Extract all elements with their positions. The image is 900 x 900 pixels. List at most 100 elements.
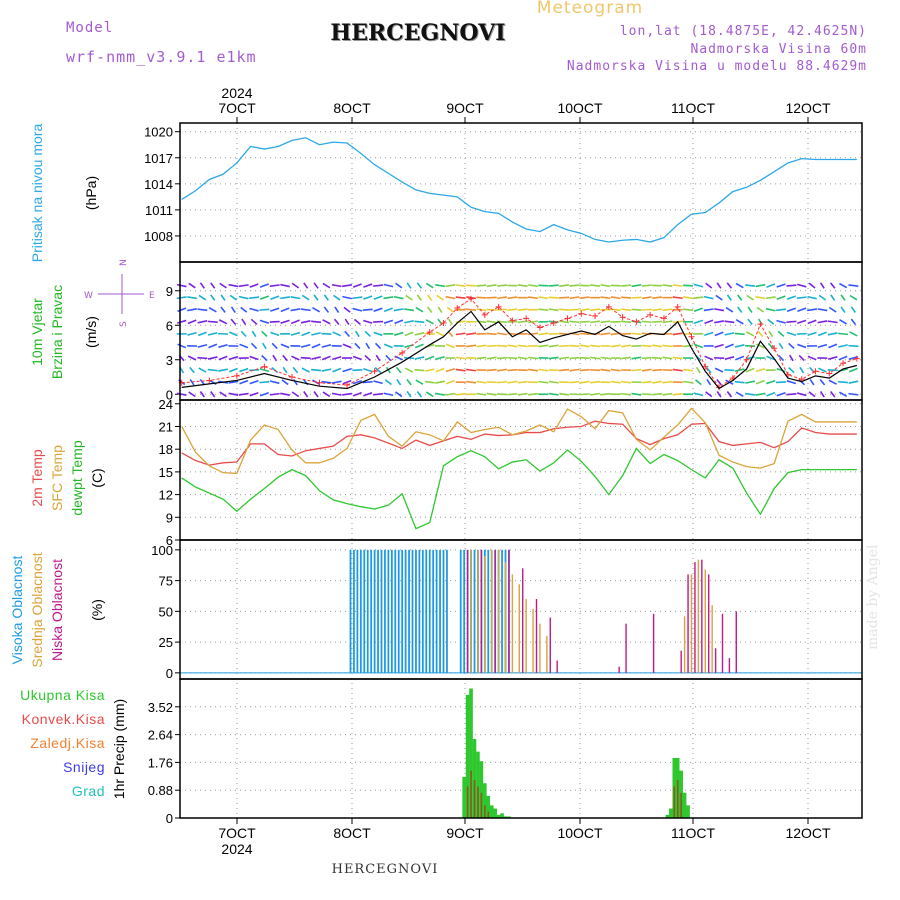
ytick-label-4-1: 0.88 — [148, 783, 173, 798]
wind-arrow-69 — [238, 284, 249, 288]
wind-arrow-90 — [269, 392, 280, 396]
ytick-label-2-1: 9 — [166, 510, 173, 525]
wind-arrow-492 — [683, 368, 694, 372]
wind-arrow-585 — [777, 330, 785, 337]
wind-arrow-197 — [373, 307, 383, 312]
wind-arrow-616 — [807, 319, 817, 325]
wind-arrow-637 — [828, 306, 837, 313]
wind-arrow-608 — [796, 296, 807, 299]
wind-arrow-72 — [249, 369, 260, 372]
panel-frame-2 — [179, 399, 863, 541]
wind-arrow-13 — [187, 355, 197, 361]
wind-gust-marker-10 — [440, 319, 447, 326]
wind-arrow-275 — [455, 332, 466, 336]
wind-arrow-383 — [569, 356, 580, 360]
wind-arrow-118 — [290, 296, 301, 300]
wind-arrow-618 — [807, 295, 817, 300]
pressure-unit: (hPa) — [83, 176, 99, 210]
wind-arrow-91 — [269, 380, 280, 385]
temp-line-sfc — [181, 407, 857, 475]
wind-arrow-569 — [755, 283, 766, 288]
wind-arrow-303 — [486, 356, 497, 360]
wind-arrow-field — [176, 282, 859, 398]
footer-title: HERCEGNOVI — [331, 862, 439, 877]
wind-arrow-81 — [259, 380, 270, 384]
wind-arrow-260 — [445, 392, 456, 396]
wind-arrow-454 — [641, 344, 652, 348]
wind-arrow-649 — [839, 282, 848, 289]
wind-arrow-513 — [704, 355, 714, 361]
wind-arrow-95 — [270, 331, 280, 337]
wind-arrow-390 — [579, 393, 590, 396]
wind-arrow-123 — [300, 356, 311, 360]
wind-arrow-140 — [322, 391, 331, 398]
wind-gust-marker-18 — [550, 319, 557, 326]
wind-arrow-571 — [766, 380, 776, 385]
panel-frame-4 — [179, 678, 863, 819]
wind-arrow-428 — [610, 296, 621, 300]
wind-arrow-9 — [176, 283, 187, 288]
wind-arrow-257 — [437, 306, 443, 313]
wind-arrow-40 — [219, 391, 227, 398]
wind-arrow-473 — [662, 356, 673, 360]
wind-arrow-27 — [197, 308, 208, 312]
wind-arrow-457 — [641, 308, 652, 311]
wind-arrow-652 — [848, 367, 858, 373]
wind-arrow-578 — [765, 296, 776, 300]
wind-arrow-501 — [694, 379, 702, 386]
wind-arrow-177 — [352, 307, 363, 312]
wind-arrow-62 — [239, 367, 249, 373]
wind-arrow-85 — [261, 330, 268, 337]
wind-arrow-547 — [737, 306, 743, 313]
wind-arrow-549 — [735, 282, 744, 289]
xtick-label-bottom-1: 8OCT — [333, 825, 371, 841]
wind-arrow-361 — [548, 380, 559, 384]
wind-arrow-386 — [569, 320, 580, 324]
wind-gust-marker-33 — [757, 321, 764, 328]
xtick-label-bottom-5: 12OCT — [785, 825, 831, 841]
wind-arrow-190 — [373, 392, 384, 396]
wind-arrow-236 — [414, 320, 425, 324]
wind-arrow-357 — [538, 308, 549, 312]
wind-arrow-463 — [652, 356, 663, 360]
wind-arrow-304 — [486, 344, 497, 348]
wind-arrow-625 — [817, 331, 827, 337]
wind-arrow-398 — [579, 296, 590, 300]
wind-arrow-293 — [476, 356, 487, 360]
wind-arrow-116 — [290, 319, 300, 325]
wind-arrow-546 — [735, 319, 744, 325]
wind-arrow-71 — [249, 379, 259, 385]
xtick-label-top-2: 9OCT — [446, 100, 484, 116]
wind-arrow-241 — [424, 380, 435, 384]
wind-arrow-551 — [745, 380, 755, 384]
wind-arrow-628 — [818, 294, 827, 301]
wind-arrow-352 — [538, 368, 549, 372]
wind-arrow-358 — [538, 296, 549, 300]
wind-arrow-120 — [303, 391, 309, 398]
wind-arrow-219 — [395, 282, 403, 289]
wind-gust-marker-5 — [316, 379, 323, 386]
ytick-label-1-0: 0 — [166, 387, 173, 402]
wind-arrow-314 — [497, 344, 508, 348]
wind-arrow-285 — [466, 332, 477, 336]
panel-frame-0 — [179, 122, 863, 263]
wind-gust-marker-3 — [261, 363, 268, 370]
wind-gust-marker-34 — [771, 345, 778, 352]
wind-arrow-29 — [199, 282, 205, 289]
wind-arrow-582 — [776, 367, 786, 373]
wind-arrow-422 — [610, 368, 621, 372]
wind-arrow-111 — [292, 378, 298, 386]
wind-arrow-289 — [466, 284, 477, 287]
wind-arrow-648 — [840, 294, 846, 301]
ytick-label-1-1: 3 — [166, 353, 173, 368]
wind-arrow-584 — [778, 342, 784, 350]
wind-arrow-59 — [228, 283, 239, 288]
wind-arrow-83 — [261, 354, 268, 362]
wind-arrow-168 — [342, 295, 352, 300]
wind-arrow-451 — [641, 380, 652, 384]
wind-arrow-16 — [187, 319, 197, 325]
wind-arrow-132 — [311, 368, 322, 372]
wind-arrow-624 — [817, 343, 828, 349]
wind-arrow-33 — [207, 356, 218, 360]
wind-gust-marker-12 — [468, 295, 475, 302]
